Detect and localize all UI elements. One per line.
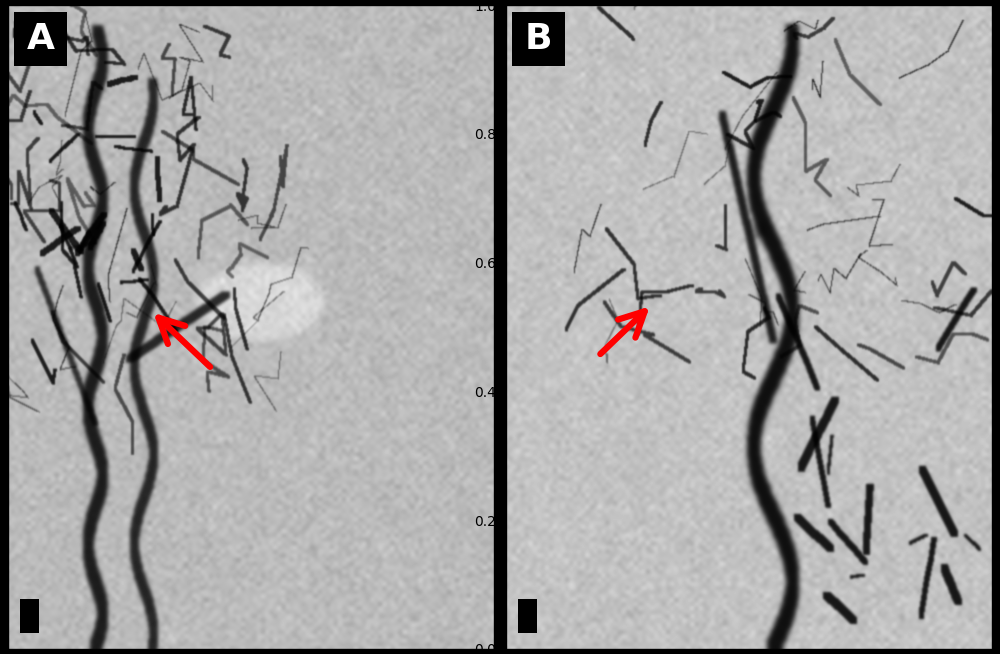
Bar <box>14 12 67 66</box>
Text: A: A <box>27 22 55 56</box>
Bar <box>512 12 565 66</box>
Bar <box>518 599 537 632</box>
Text: B: B <box>525 22 552 56</box>
Bar <box>20 599 39 632</box>
